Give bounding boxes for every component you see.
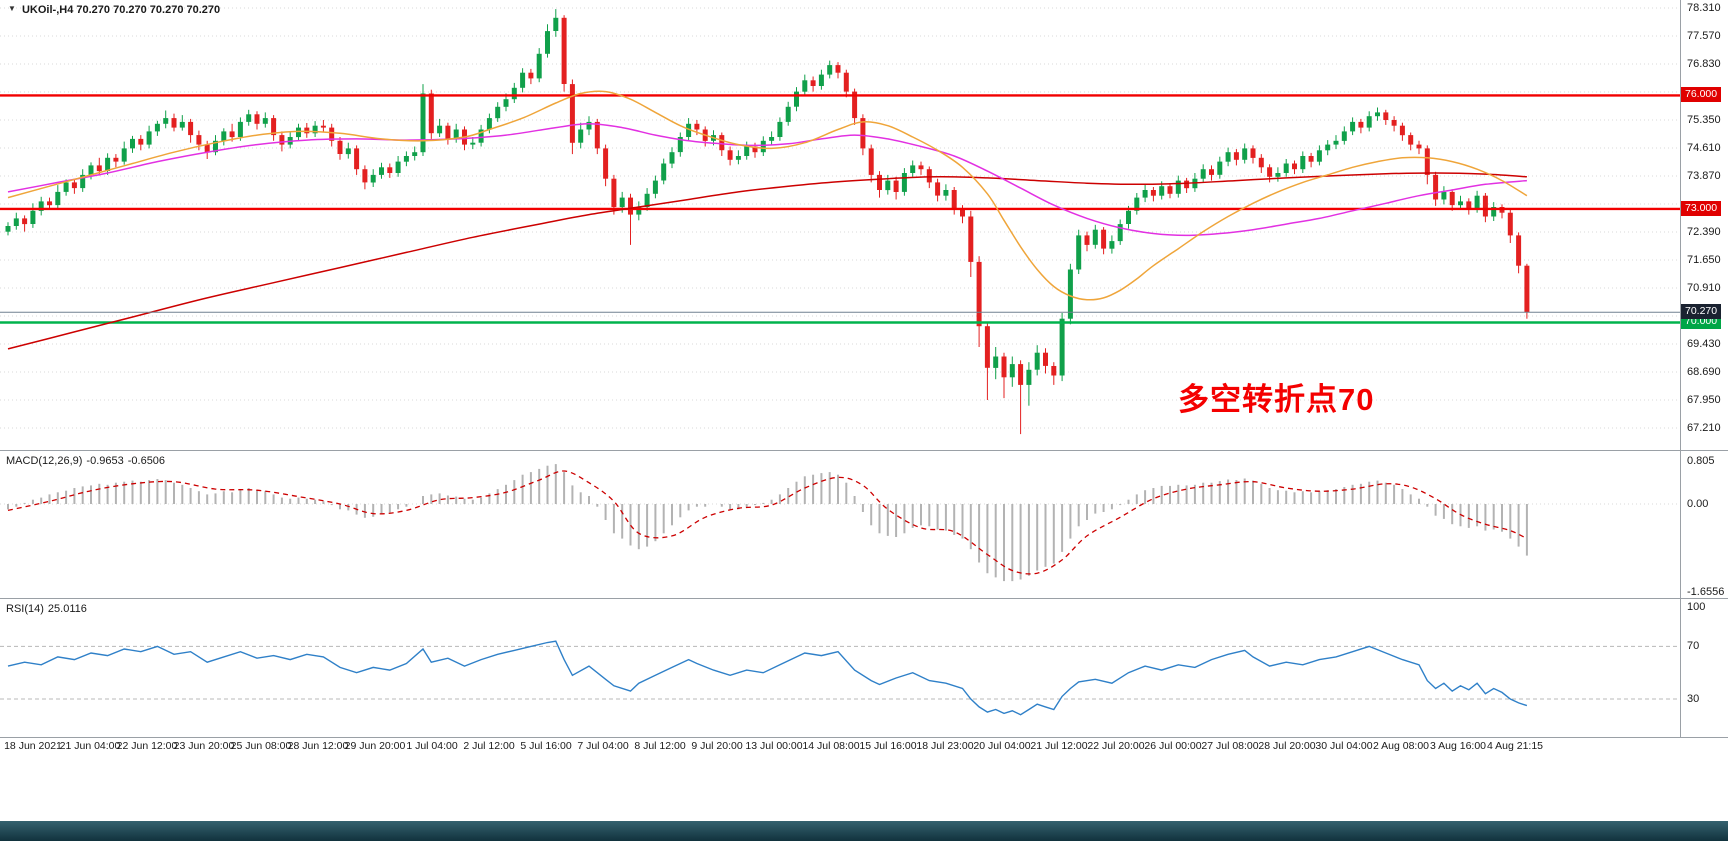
time-axis-label: 18 Jul 23:00 bbox=[916, 740, 974, 752]
time-axis-label: 1 Jul 04:00 bbox=[406, 740, 458, 752]
time-axis-label: 30 Jul 04:00 bbox=[1315, 740, 1373, 752]
price-axis[interactable]: 78.310 77.570 76.830 75.350 74.610 73.870 72.3… bbox=[1681, 0, 1728, 760]
time-axis-label: 22 Jun 12:00 bbox=[116, 740, 178, 752]
price-axis-label: 76.830 bbox=[1687, 58, 1721, 70]
main-grid bbox=[0, 7, 1680, 429]
time-axis-label: 18 Jun 2021 bbox=[4, 740, 62, 752]
macd-signal-value: -0.6506 bbox=[127, 455, 166, 467]
rsi-indicator-label: RSI(14) 25.0116 bbox=[6, 603, 91, 615]
price-axis-label: 30 bbox=[1687, 692, 1700, 705]
price-axis-label: 77.570 bbox=[1687, 30, 1721, 42]
price-axis-label: 78.310 bbox=[1687, 2, 1721, 14]
time-axis-label: 2 Jul 12:00 bbox=[463, 740, 515, 752]
time-axis-label: 13 Jul 00:00 bbox=[745, 740, 803, 752]
price-axis-label: 67.210 bbox=[1687, 422, 1721, 435]
time-axis-label: 9 Jul 20:00 bbox=[691, 740, 743, 752]
price-axis-label: 0.00 bbox=[1687, 498, 1709, 510]
panel-separator bbox=[0, 450, 1728, 451]
rsi-panel-canvas[interactable] bbox=[0, 599, 1680, 737]
macd-histogram bbox=[7, 464, 1528, 582]
time-axis-label: 4 Aug 21:15 bbox=[1486, 740, 1544, 752]
price-axis-label: 70.910 bbox=[1687, 282, 1721, 295]
macd-indicator-label: MACD(12,26,9) -0.9653 -0.6506 bbox=[6, 455, 169, 467]
price-axis-label: 0.805 bbox=[1687, 455, 1715, 468]
symbol-marker-icon: ▼ bbox=[8, 4, 16, 13]
price-axis-separator bbox=[1680, 0, 1681, 737]
price-axis-label: 70 bbox=[1687, 640, 1700, 653]
time-axis-label: 20 Jul 04:00 bbox=[973, 740, 1031, 752]
price-badge-current: 70.270 bbox=[1681, 304, 1722, 320]
time-axis-label: 28 Jul 20:00 bbox=[1258, 740, 1316, 752]
time-axis-label: 28 Jun 12:00 bbox=[287, 740, 349, 752]
panel-separator bbox=[0, 737, 1728, 738]
chart-title: ▼ UKOil-,H4 70.270 70.270 70.270 70.270 bbox=[8, 4, 220, 16]
time-axis[interactable]: 18 Jun 2021 21 Jun 04:00 22 Jun 12:00 23 Ju… bbox=[0, 738, 1728, 760]
chart-annotation-text[interactable]: 多空转折点70 bbox=[1178, 382, 1375, 417]
panel-separator bbox=[0, 598, 1728, 599]
time-axis-label: 29 Jun 20:00 bbox=[344, 740, 406, 752]
price-axis-label: 71.650 bbox=[1687, 254, 1721, 266]
time-axis-label: 15 Jul 16:00 bbox=[859, 740, 917, 752]
price-axis-label: 72.390 bbox=[1687, 226, 1721, 238]
time-axis-label: 5 Jul 16:00 bbox=[520, 740, 572, 752]
time-axis-label: 22 Jul 20:00 bbox=[1087, 740, 1145, 752]
time-axis-label: 14 Jul 08:00 bbox=[802, 740, 860, 752]
rsi-line bbox=[7, 640, 1528, 716]
macd-panel-canvas[interactable] bbox=[0, 451, 1680, 598]
price-axis-label: -1.6556 bbox=[1687, 586, 1725, 599]
ma_orange-line bbox=[7, 90, 1528, 301]
ma_magenta-line bbox=[7, 123, 1527, 237]
price-badge-support-73: 73.000 bbox=[1681, 200, 1722, 216]
status-bar bbox=[0, 821, 1728, 841]
price-axis-label: 74.610 bbox=[1687, 142, 1721, 154]
main-chart-canvas[interactable] bbox=[0, 0, 1680, 450]
price-badge-resistance-76: 76.000 bbox=[1681, 87, 1722, 103]
ma_red-line bbox=[7, 172, 1527, 350]
candles-layer bbox=[5, 9, 1530, 435]
price-axis-label: 100 bbox=[1687, 601, 1706, 613]
price-axis-label: 73.870 bbox=[1687, 170, 1721, 182]
symbol-period-label: UKOil-,H4 bbox=[21, 4, 74, 16]
time-axis-label: 3 Aug 16:00 bbox=[1429, 740, 1487, 752]
time-axis-label: 27 Jul 08:00 bbox=[1201, 740, 1259, 752]
time-axis-label: 7 Jul 04:00 bbox=[577, 740, 629, 752]
price-axis-label: 67.950 bbox=[1687, 394, 1721, 407]
time-axis-label: 21 Jul 12:00 bbox=[1030, 740, 1088, 752]
rsi-value: 25.0116 bbox=[47, 603, 87, 615]
quote-ohlc-values: 70.270 70.270 70.270 70.270 bbox=[76, 4, 221, 16]
time-axis-label: 26 Jul 00:00 bbox=[1144, 740, 1202, 752]
time-axis-label: 25 Jun 08:00 bbox=[230, 740, 292, 752]
macd-signal-line bbox=[7, 470, 1528, 575]
macd-main-value: -0.9653 bbox=[86, 455, 124, 467]
price-axis-label: 68.690 bbox=[1687, 366, 1721, 379]
price-axis-label: 69.430 bbox=[1687, 338, 1721, 351]
time-axis-label: 2 Aug 08:00 bbox=[1372, 740, 1430, 752]
macd-name: MACD(12,26,9) bbox=[6, 455, 83, 467]
time-axis-label: 23 Jun 20:00 bbox=[173, 740, 235, 752]
rsi-name: RSI(14) bbox=[6, 603, 44, 615]
time-axis-label: 21 Jun 04:00 bbox=[59, 740, 121, 752]
time-axis-label: 8 Jul 12:00 bbox=[634, 740, 686, 752]
price-axis-label: 75.350 bbox=[1687, 114, 1721, 126]
